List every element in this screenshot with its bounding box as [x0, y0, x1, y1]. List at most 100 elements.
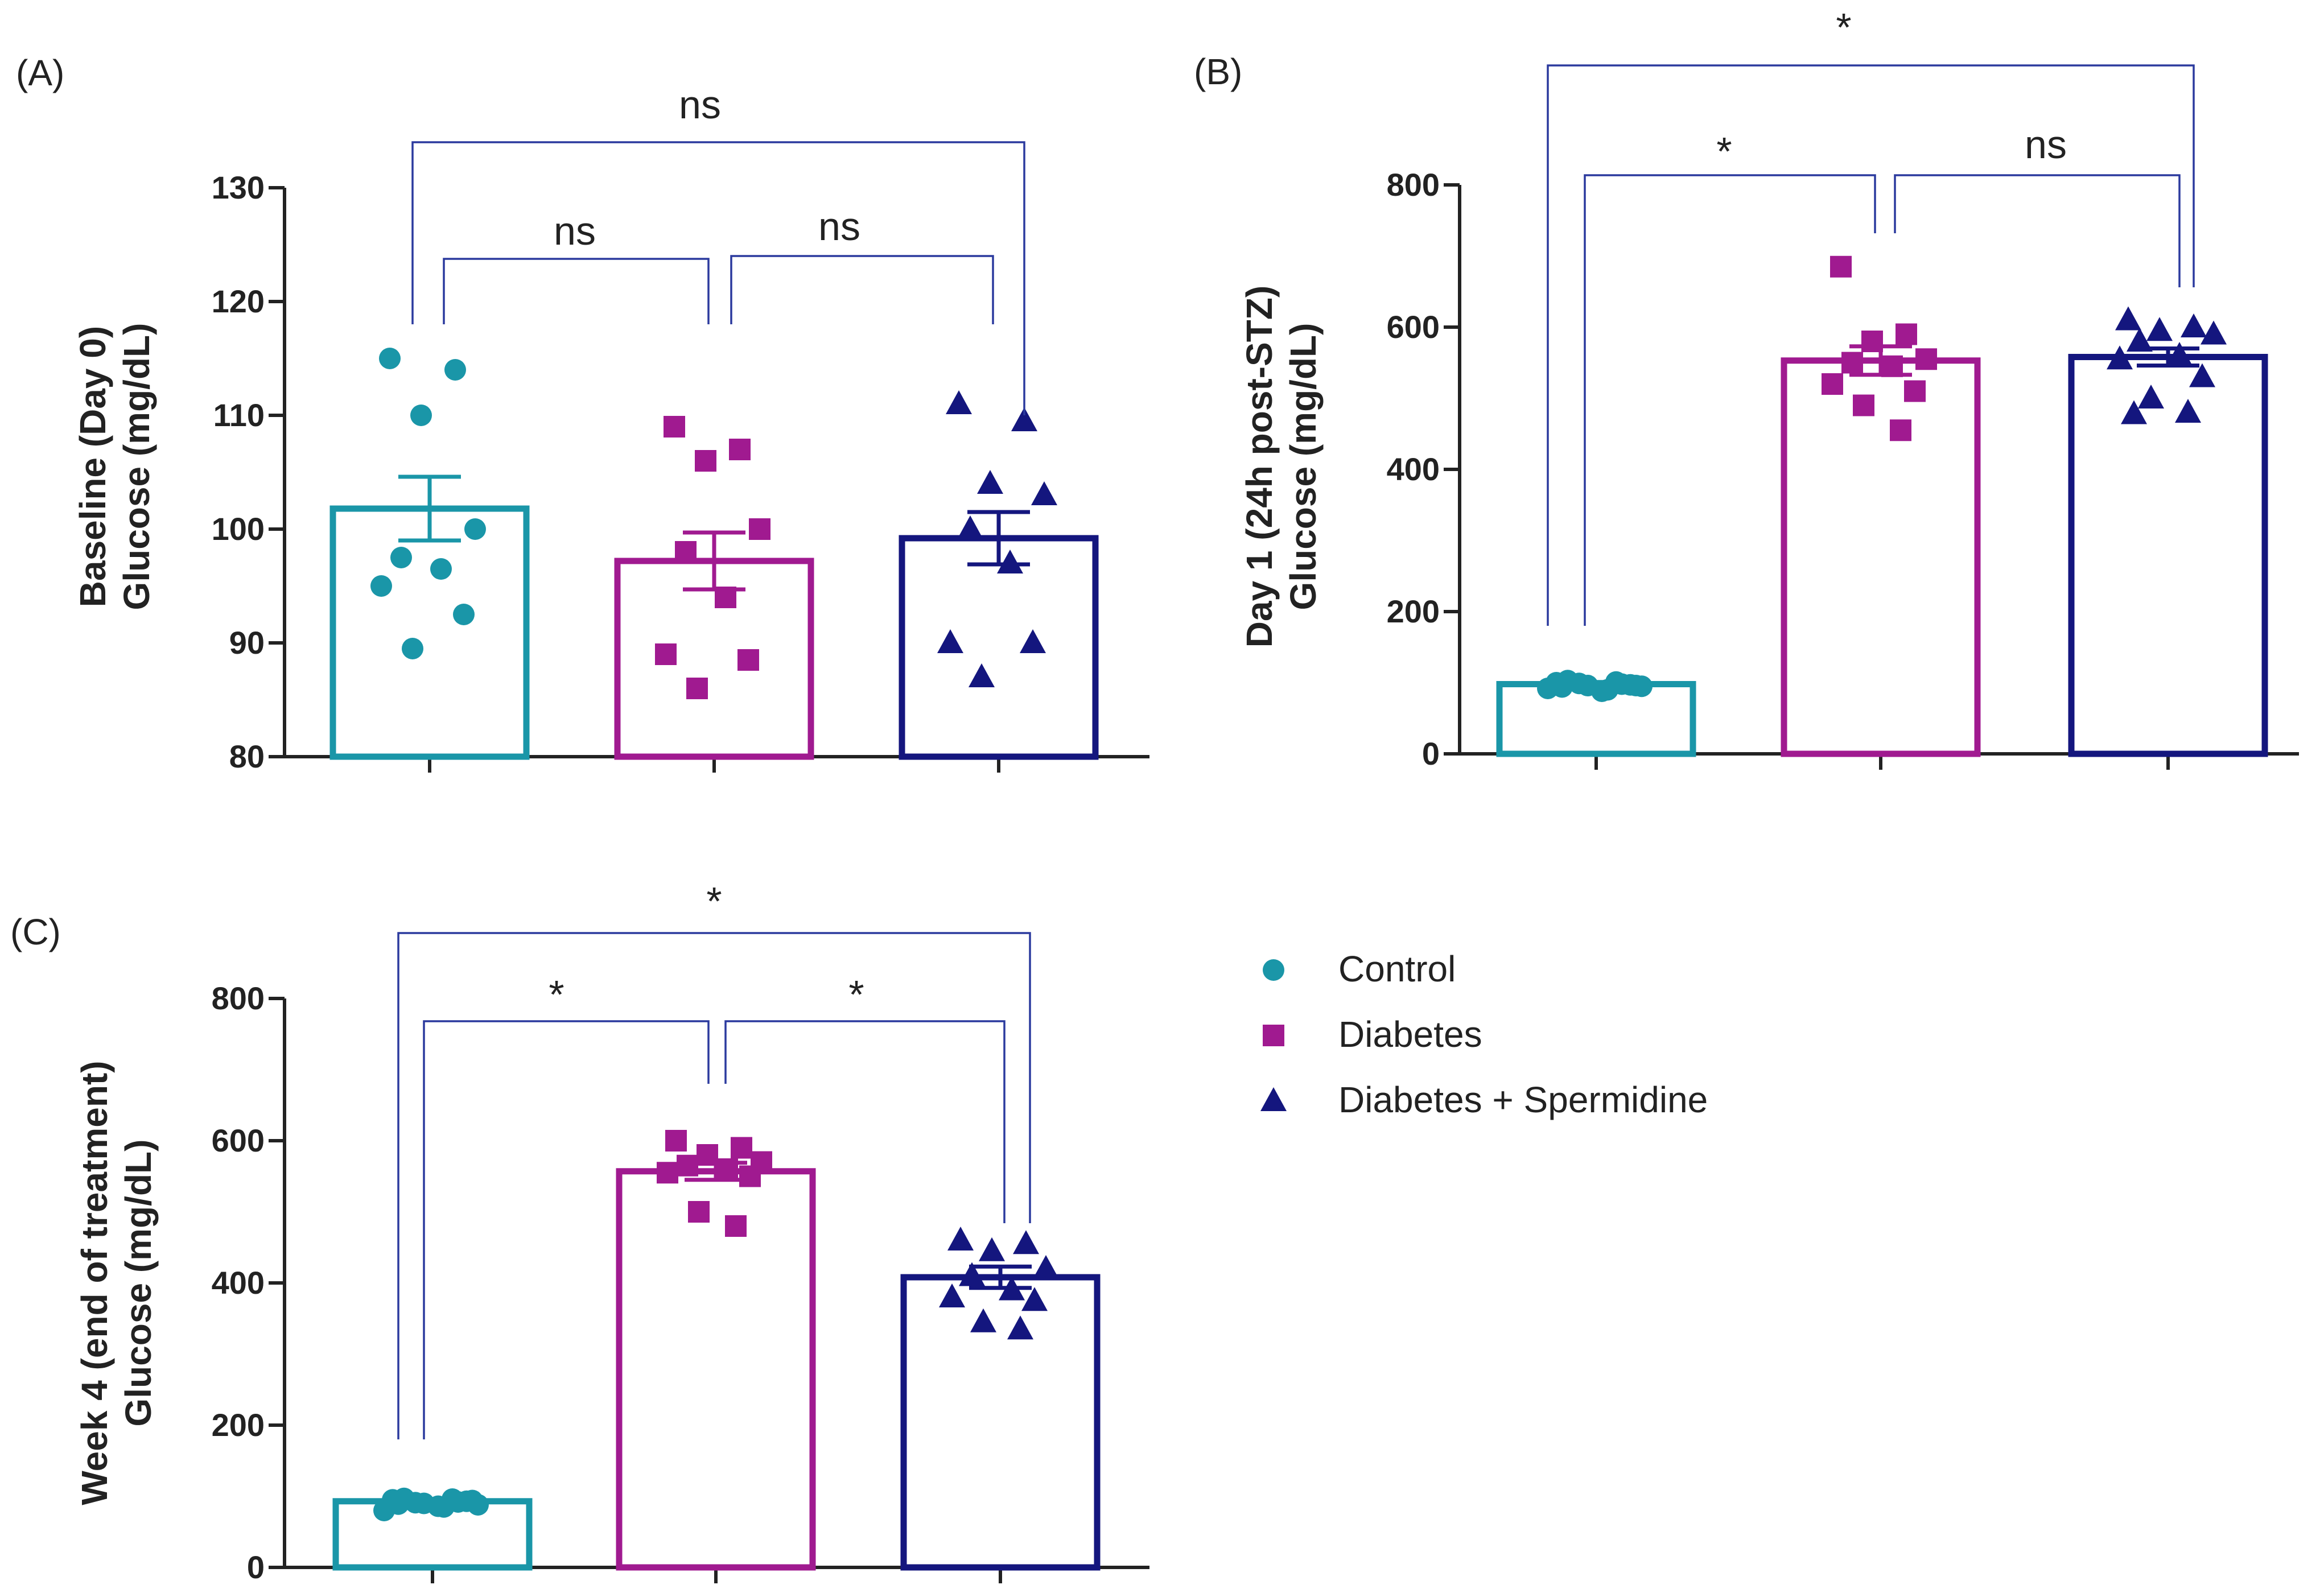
- panel-c-point-diabetes: [739, 1165, 761, 1187]
- panel-b-point-spermidine: [2138, 385, 2164, 408]
- panel-c-point-spermidine: [1013, 1230, 1039, 1254]
- panel-c-point-spermidine: [947, 1227, 974, 1251]
- panel-a-significance-label: ns: [818, 204, 860, 249]
- panel-a-point-spermidine: [969, 663, 995, 687]
- panel-c-point-spermidine: [1007, 1315, 1033, 1340]
- panel-a-point-spermidine: [977, 470, 1003, 494]
- panel-c-y-axis-title-line1: Week 4 (end of treatment): [74, 1060, 115, 1505]
- panel-a-y-tick-label: 80: [229, 738, 265, 774]
- legend-item-diabetes: Diabetes: [1263, 1014, 1482, 1055]
- legend-marker-diabetes-shape: [1263, 1025, 1284, 1046]
- panel-a-point-diabetes: [729, 439, 751, 460]
- panel-a-point-control: [453, 604, 475, 625]
- panel-a-y-axis-title-line2: Glucose (mg/dL): [116, 323, 157, 610]
- panel-c-point-diabetes: [688, 1201, 710, 1223]
- panel-a-y-tick-label: 120: [212, 283, 265, 319]
- panel-a-point-spermidine: [957, 515, 983, 539]
- panel-b-comparison-bracket: *: [1547, 5, 2195, 626]
- panel-a-point-diabetes: [655, 643, 677, 665]
- panel-a-y-tick-label: 110: [213, 397, 265, 433]
- panel-b-bar-spermidine: [2068, 354, 2268, 757]
- panel-c-y-axis-title: Week 4 (end of treatment) Glucose (mg/dL…: [74, 1060, 159, 1505]
- panel-a-comparison-bracket: ns: [411, 82, 1025, 415]
- panel-c: (C) Week 4 (end of treatment) Glucose (m…: [10, 879, 1149, 1585]
- legend-item-spermidine: Diabetes + Spermidine: [1260, 1079, 1708, 1120]
- panel-c-point-diabetes: [665, 1130, 687, 1152]
- panel-a-point-control: [370, 575, 392, 597]
- panel-c-comparison-bracket: *: [724, 972, 1006, 1223]
- panel-c-point-diabetes: [731, 1137, 752, 1159]
- panel-a-point-control: [402, 638, 423, 659]
- panel-b-point-spermidine: [2115, 306, 2141, 331]
- legend: Control Diabetes Diabetes + Spermidine: [1260, 948, 1708, 1120]
- panel-b-y-tick-label: 200: [1387, 593, 1440, 629]
- panel-a-point-control: [430, 558, 452, 580]
- panel-b-error-bar-control: [1551, 680, 1642, 688]
- panel-c-error-bar-diabetes: [670, 1161, 761, 1182]
- panel-c-y-tick-label: 200: [212, 1407, 265, 1443]
- panel-a-y-axis-title-line1: Baseline (Day 0): [72, 326, 113, 607]
- panel-b-point-spermidine: [2175, 399, 2201, 423]
- panel-c-bar-spermidine: [900, 1274, 1101, 1571]
- panel-a-point-spermidine: [997, 550, 1023, 573]
- panel-b-significance-label: *: [1836, 5, 1851, 49]
- panel-a-point-diabetes: [737, 649, 759, 671]
- panel-a-point-control: [410, 405, 432, 426]
- panel-a-point-diabetes: [695, 450, 716, 472]
- legend-item-control: Control: [1263, 948, 1456, 989]
- panel-b-bar-diabetes: [1781, 357, 1981, 757]
- panel-c-error-bar-control: [387, 1497, 478, 1505]
- panel-a-point-control: [464, 518, 486, 540]
- panel-b-point-spermidine: [2107, 345, 2133, 370]
- panel-c-bar-diabetes: [616, 1168, 816, 1571]
- panel-c-point-spermidine: [979, 1237, 1005, 1261]
- panel-a-y-tick-label: 100: [212, 511, 265, 547]
- panel-c-label: (C): [10, 911, 61, 952]
- panel-c-significance-label: *: [848, 972, 864, 1017]
- legend-marker-control-shape: [1263, 959, 1284, 981]
- panel-a: (A) Baseline (Day 0) Glucose (mg/dL) 80 9…: [16, 52, 1149, 774]
- panel-a-bar-control: [329, 505, 530, 760]
- panel-b-point-spermidine: [2189, 363, 2215, 387]
- panel-b: (B) Day 1 (24h post-STZ) Glucose (mg/dL)…: [1194, 5, 2299, 771]
- panel-a-y-axis-title: Baseline (Day 0) Glucose (mg/dL): [72, 323, 157, 610]
- panel-a-point-spermidine: [1011, 407, 1037, 431]
- legend-marker-diabetes: [1263, 1025, 1284, 1046]
- panel-a-point-diabetes: [686, 678, 708, 699]
- panel-b-error-bar-diabetes: [1835, 344, 1926, 377]
- panel-b-point-spermidine: [2166, 342, 2193, 366]
- panel-c-point-diabetes: [725, 1215, 747, 1237]
- panel-a-error-bar-diabetes: [669, 530, 760, 592]
- panel-b-point-spermidine: [2146, 317, 2173, 341]
- panel-a-point-spermidine: [1031, 481, 1057, 505]
- panel-b-point-diabetes: [1896, 323, 1917, 345]
- panel-a-error-bar-control: [384, 474, 475, 543]
- panel-c-significance-label: *: [549, 972, 564, 1017]
- panel-b-point-spermidine: [2121, 400, 2147, 424]
- panel-c-y-tick-label: 600: [212, 1122, 265, 1158]
- panel-c-point-spermidine: [970, 1308, 996, 1332]
- panel-c-point-spermidine: [939, 1284, 965, 1307]
- panel-a-comparison-bracket: ns: [730, 204, 994, 324]
- legend-label-diabetes: Diabetes: [1338, 1014, 1482, 1055]
- panel-c-significance-label: *: [706, 879, 722, 923]
- panel-a-error-bar-spermidine: [953, 510, 1044, 567]
- panel-b-significance-label: ns: [2025, 122, 2067, 167]
- panel-c-point-spermidine: [1021, 1287, 1048, 1311]
- legend-marker-control: [1263, 959, 1284, 981]
- panel-b-point-diabetes: [1822, 373, 1843, 395]
- legend-marker-spermidine: [1260, 1087, 1287, 1111]
- panel-a-comparison-bracket: ns: [443, 209, 710, 324]
- panel-c-comparison-bracket: *: [423, 972, 710, 1439]
- panel-a-point-spermidine: [1020, 629, 1046, 653]
- panel-b-point-diabetes: [1853, 394, 1874, 416]
- panel-c-point-spermidine: [959, 1262, 985, 1286]
- legend-label-control: Control: [1338, 948, 1456, 989]
- panel-c-y-tick-label: 800: [212, 980, 265, 1016]
- panel-a-significance-label: ns: [679, 82, 721, 127]
- panel-a-significance-label: ns: [554, 209, 596, 253]
- panel-c-point-spermidine: [1033, 1255, 1059, 1279]
- panel-a-label: (A): [16, 52, 64, 93]
- panel-b-point-diabetes: [1890, 419, 1911, 441]
